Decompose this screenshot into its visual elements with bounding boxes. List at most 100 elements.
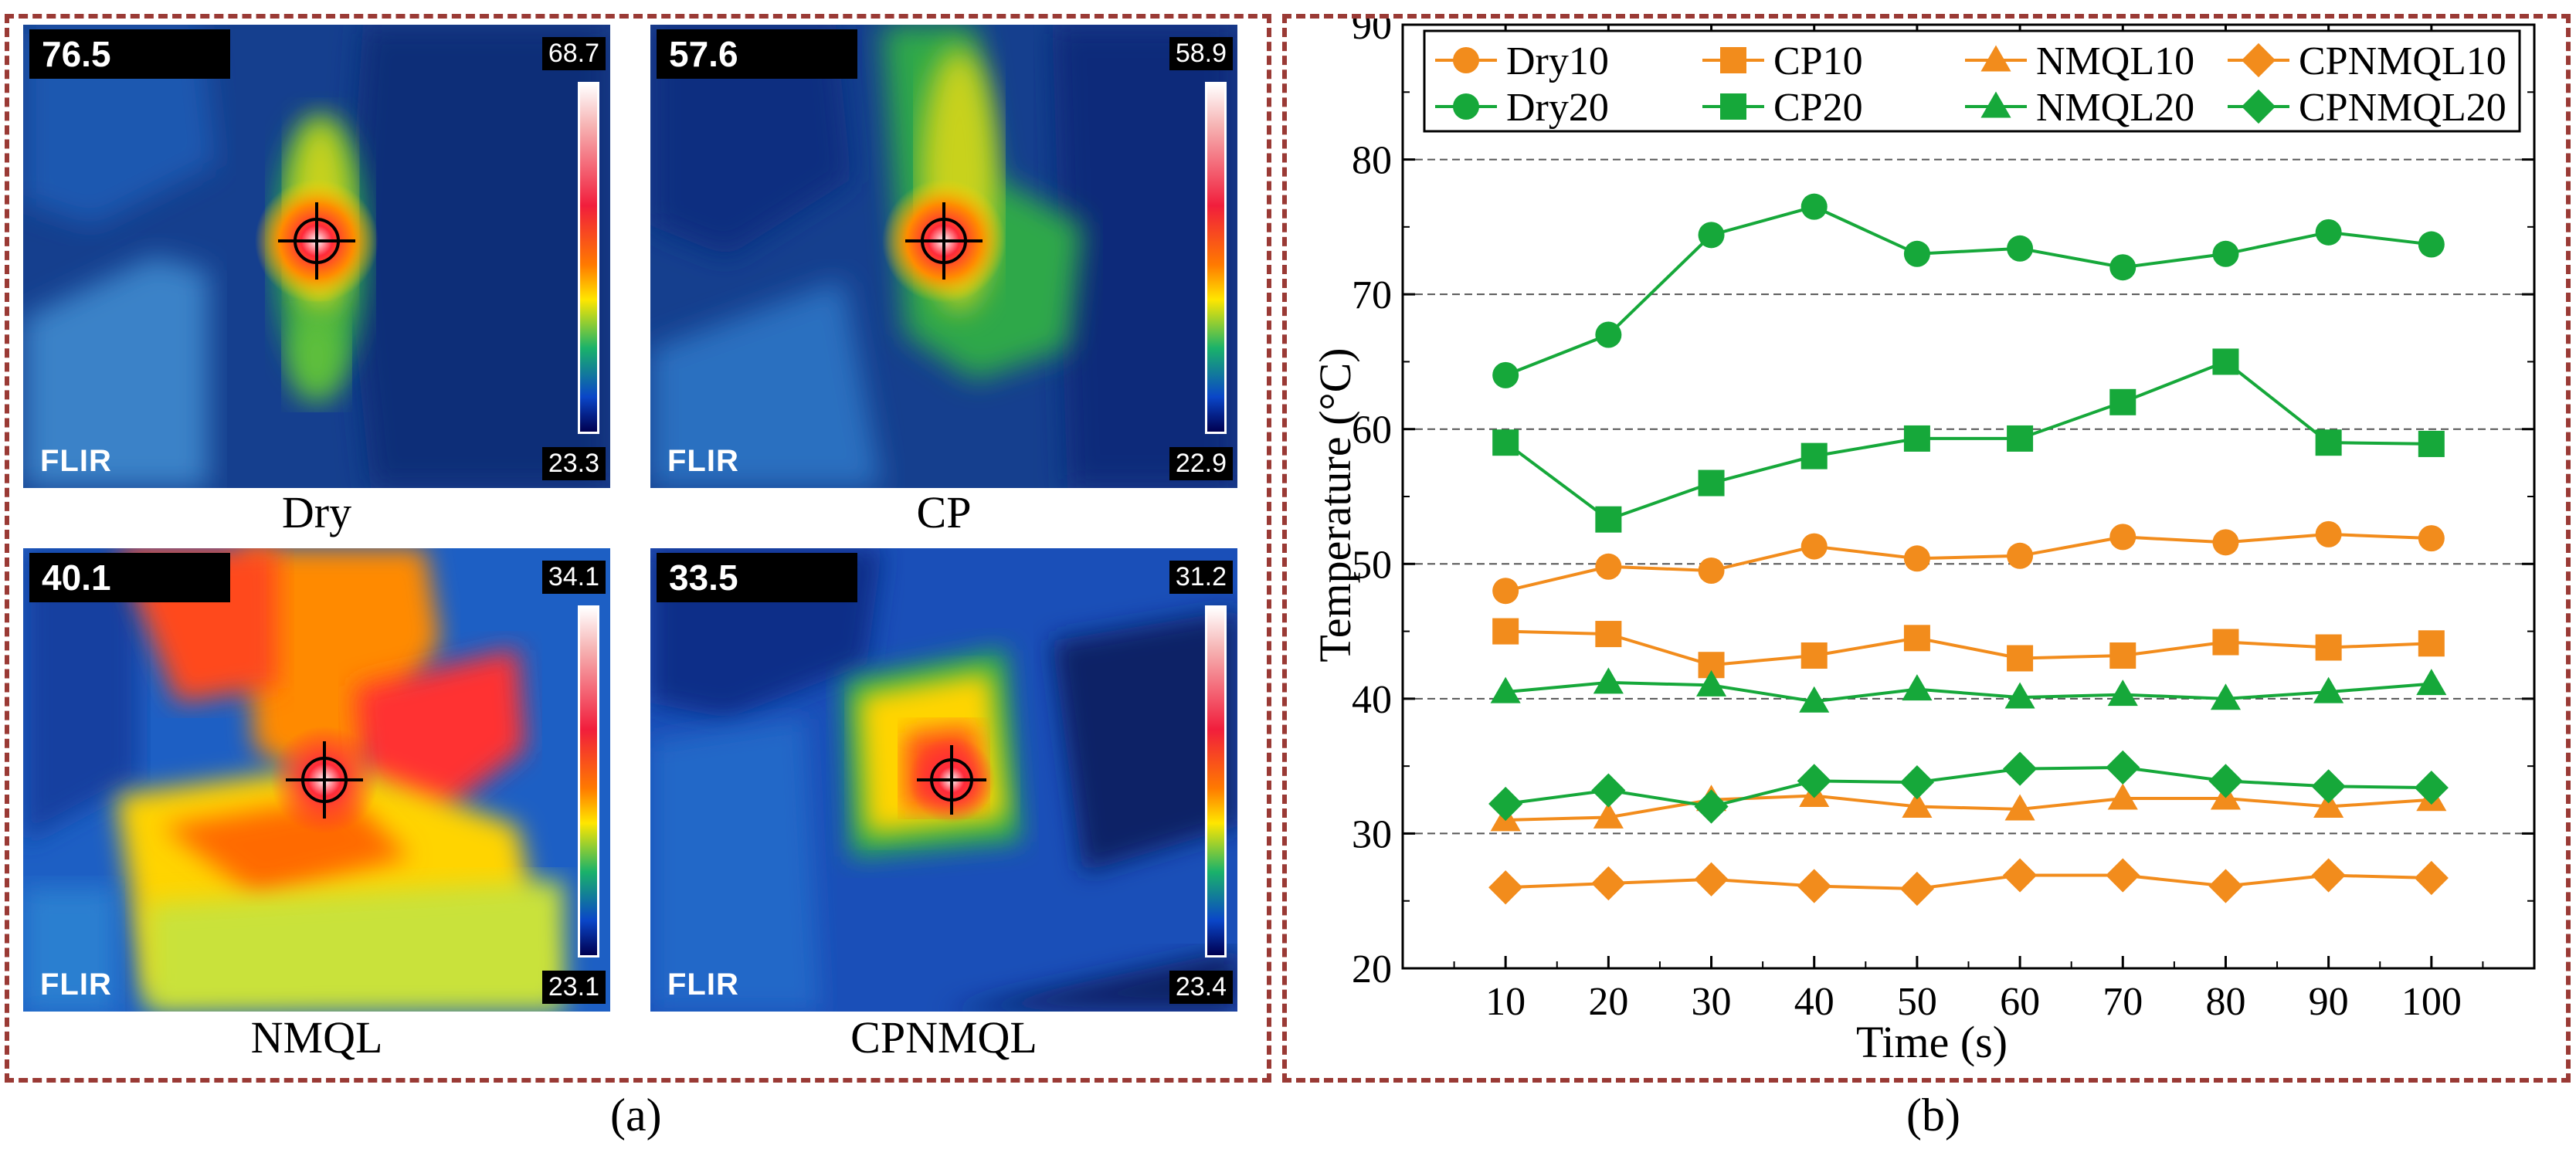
data-point	[1488, 786, 1523, 822]
flir-logo: FLIR	[667, 444, 739, 478]
data-point	[1492, 578, 1519, 605]
data-point	[2109, 388, 2136, 415]
panel-a-frame	[5, 14, 1271, 1083]
data-point	[1593, 802, 1624, 829]
data-point	[2002, 858, 2038, 893]
series-nmql10	[1490, 780, 2447, 832]
x-tick-label: 20	[1588, 980, 1628, 1024]
data-point	[1800, 533, 1828, 560]
legend-marker	[1453, 93, 1479, 120]
legend-marker	[1720, 93, 1746, 120]
data-point	[2315, 429, 2342, 456]
series-nmql20	[1490, 667, 2447, 713]
data-point	[2212, 629, 2239, 656]
x-tick-label: 80	[2205, 980, 2245, 1024]
data-point	[1797, 764, 1831, 798]
temperature-line-chart: 20 30 40 50 60 70 80 90 10 20 30 40 50 60 70 80 90 100 Dr…	[1310, 19, 2536, 1067]
legend-label: CP10	[1773, 39, 1863, 83]
legend-box	[1423, 29, 2521, 133]
legend-marker	[2241, 42, 2276, 78]
legend-entry-nmql10: NMQL10	[1965, 39, 2194, 83]
data-point	[2007, 645, 2034, 672]
plot-frame	[1401, 23, 2536, 970]
data-point	[2315, 634, 2342, 661]
data-point	[1595, 321, 1622, 348]
scale-max-value: 34.1	[541, 561, 606, 594]
legend-marker	[1980, 91, 2011, 118]
data-point	[1899, 764, 1935, 800]
thermal-label-nmql: NMQL	[250, 1012, 383, 1063]
data-point	[2416, 669, 2447, 696]
data-point	[2004, 794, 2035, 821]
thermal-picture	[23, 548, 610, 1012]
data-point	[1799, 686, 1830, 713]
scale-max-value: 58.9	[1169, 37, 1233, 70]
thermal-image-cp: 57.6 58.9 22.9 FLIR	[650, 25, 1237, 488]
data-point	[2313, 791, 2344, 818]
data-point	[2212, 529, 2239, 556]
legend-entry-cp10: CP10	[1702, 39, 1863, 83]
data-point	[2109, 254, 2136, 281]
y-tick-label: 30	[1352, 812, 1392, 856]
x-tick-label: 10	[1485, 980, 1526, 1024]
temperature-readout: 76.5	[29, 29, 230, 79]
data-point	[1492, 361, 1519, 388]
data-point	[2313, 676, 2344, 703]
data-point	[2106, 750, 2140, 785]
data-point	[2007, 542, 2034, 569]
legend-label: Dry10	[1506, 39, 1609, 83]
scale-max-value: 68.7	[541, 37, 606, 70]
scale-min-value: 23.1	[541, 971, 606, 1004]
data-point	[1591, 773, 1626, 808]
data-point	[2004, 682, 2035, 709]
thermal-image-cpnmql: 33.5 31.2 23.4 FLIR	[650, 548, 1237, 1012]
data-point	[1797, 869, 1831, 903]
x-tick-label: 60	[2000, 980, 2040, 1024]
legend-entry-cpnmql20: CPNMQL20	[2228, 86, 2506, 130]
scale-max-value: 31.2	[1169, 561, 1233, 594]
series-line	[1504, 360, 2432, 521]
flir-logo: FLIR	[40, 444, 112, 478]
data-point	[1903, 240, 1930, 267]
flir-logo: FLIR	[667, 968, 739, 1002]
data-point	[2212, 348, 2239, 375]
legend-marker	[1720, 47, 1746, 73]
data-point	[1694, 862, 1729, 896]
x-axis-label: Time (s)	[1856, 1017, 2008, 1067]
legend-label: CPNMQL10	[2299, 39, 2506, 83]
legend-label: Dry20	[1506, 86, 1609, 130]
data-point	[2212, 240, 2239, 267]
color-scale-bar	[578, 605, 599, 958]
legend-entry-cp20: CP20	[1702, 86, 1863, 130]
legend-entry-nmql20: NMQL20	[1965, 86, 2194, 130]
data-point	[2414, 770, 2449, 805]
data-point	[2315, 520, 2342, 547]
color-scale-bar	[1205, 605, 1227, 958]
temperature-readout: 40.1	[29, 553, 230, 602]
color-scale-bar	[578, 82, 599, 434]
data-point	[1903, 425, 1930, 452]
data-point	[2107, 680, 2138, 707]
data-point	[2414, 860, 2449, 896]
series-cpnmql20	[1488, 750, 2449, 824]
data-point	[2208, 764, 2243, 798]
y-tick-label: 40	[1352, 678, 1392, 722]
flir-logo: FLIR	[40, 968, 112, 1002]
x-tick-label: 50	[1897, 980, 1937, 1024]
series-line	[1505, 205, 2432, 377]
data-point	[2418, 630, 2445, 657]
x-tick-label: 90	[2309, 980, 2349, 1024]
y-tick-label: 60	[1352, 408, 1392, 452]
data-point	[1800, 442, 1828, 469]
x-tick-label: 30	[1692, 980, 1732, 1024]
data-point	[1902, 791, 1933, 818]
data-point	[2311, 769, 2346, 804]
series-dry20	[1492, 193, 2445, 388]
data-point	[2210, 683, 2242, 710]
y-tick-label: 20	[1352, 947, 1392, 991]
data-point	[1492, 618, 1519, 645]
series-dry10	[1492, 520, 2445, 605]
data-point	[1698, 222, 1725, 249]
legend-marker	[2241, 89, 2276, 124]
x-tick-label: 70	[2103, 980, 2143, 1024]
